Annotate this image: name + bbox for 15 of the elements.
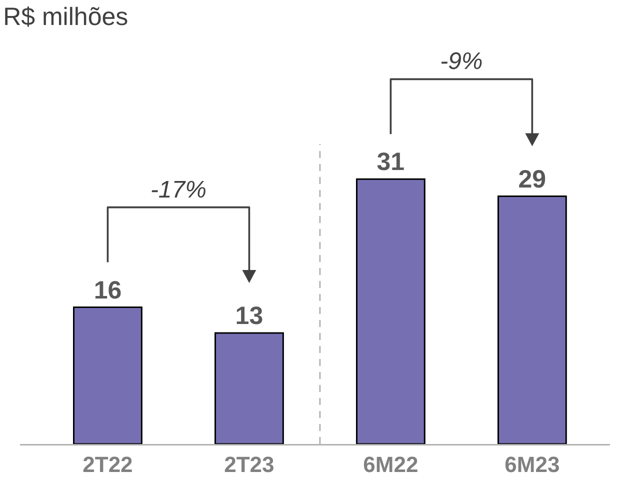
x-tick-label: 6M23 (504, 452, 560, 477)
bar (356, 178, 426, 444)
bar (214, 332, 284, 444)
data-label: 16 (94, 276, 122, 304)
annotation: -17% (150, 176, 206, 204)
bar (73, 306, 142, 444)
data-label: 29 (518, 165, 546, 194)
text: -9% (440, 48, 483, 76)
x-tick-label: 6M22 (363, 452, 418, 477)
x-tick-label: 2T22 (82, 452, 133, 477)
data-label: 13 (235, 302, 264, 330)
bar (497, 196, 567, 444)
data-label: 31 (376, 148, 405, 176)
x-tick-label: 2T23 (224, 452, 274, 477)
chart-title: R$ milhões (3, 2, 128, 31)
